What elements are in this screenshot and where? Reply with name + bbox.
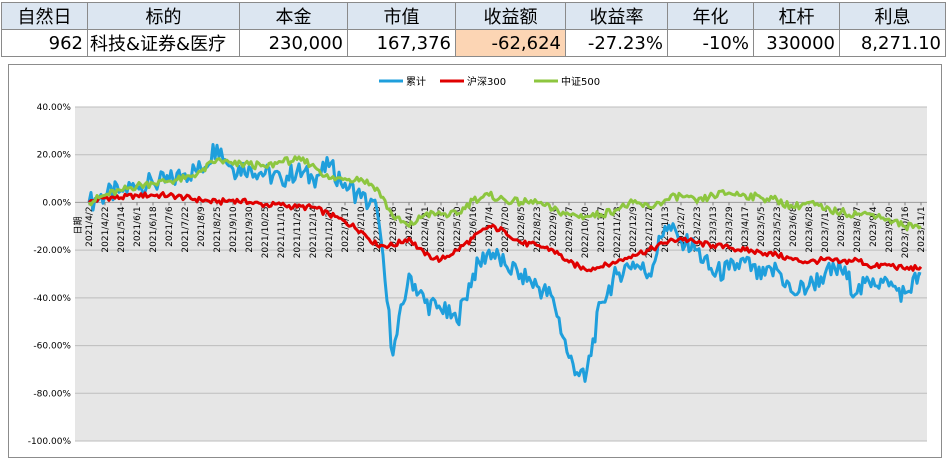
header-annualized: 年化 (667, 2, 754, 30)
x-tick-label: 2022/12/27 (645, 206, 655, 258)
x-tick-label: 2021/8/9 (197, 206, 207, 247)
plot-area (75, 107, 927, 441)
x-tick-label: 2023/8/17 (853, 206, 863, 252)
y-tick-label: -80.00% (33, 389, 71, 399)
value-return-rate: -27.23% (565, 29, 668, 57)
value-market-value: 167,376 (347, 29, 456, 57)
series-lines (87, 143, 923, 383)
header-target: 标的 (87, 2, 240, 30)
y-tick-label: -60.00% (33, 342, 71, 352)
x-tick-label: 2022/12/9 (629, 206, 639, 252)
value-annualized: -10% (667, 29, 754, 57)
x-tick-label: 2023/6/8 (789, 206, 799, 247)
x-tick-label: 2023/2/7 (677, 206, 687, 246)
legend-label: 沪深300 (467, 75, 506, 88)
x-tick-label: 2022/7/20 (501, 206, 511, 252)
x-tick-label: 2023/3/29 (725, 206, 735, 252)
x-tick-label: 2022/6/16 (469, 206, 479, 252)
x-tick-label: 2021/12/14 (309, 206, 319, 258)
x-tick-label: 2023/10/16 (901, 206, 911, 258)
header-profit-amount: 收益额 (455, 2, 566, 30)
x-tick-label: 2022/1/17 (341, 206, 351, 252)
chart-frame: 累计 沪深300 中证500 40.00% 20.00% 0.00% -20.00% -40… (8, 64, 942, 458)
x-tick-label: 2022/11/23 (613, 206, 623, 258)
value-target: 科技&证券&医疗 (87, 29, 240, 57)
x-tick-label: 2022/2/28 (373, 206, 383, 252)
value-profit-amount: -62,624 (455, 29, 566, 57)
x-tick-label: 2023/7/14 (821, 206, 831, 252)
series-line-1 (87, 191, 923, 273)
x-tick-label: 2022/10/20 (581, 206, 591, 258)
x-tick-label: 2023/2/23 (693, 206, 703, 252)
x-tick-label: 2023/8/1 (837, 206, 847, 246)
y-tick-label: 40.00% (37, 103, 72, 113)
x-tick-label: 2022/5/12 (437, 206, 447, 252)
x-tick-label: 2022/8/5 (517, 206, 527, 246)
summary-value-row: 962 科技&证券&医疗 230,000 167,376 -62,624 -27… (1, 29, 946, 57)
x-tick-label: 2022/9/8 (549, 206, 559, 247)
summary-header-row: 自然日 标的 本金 市值 收益额 收益率 年化 杠杆 利息 (1, 2, 946, 30)
x-tick-label: 2023/11/1 (917, 206, 927, 252)
value-interest: 8,271.10 (839, 29, 946, 57)
x-tick-label: 2022/11/7 (597, 206, 607, 252)
value-natural-days: 962 (1, 29, 88, 57)
x-tick-label: 2022/4/21 (421, 206, 431, 252)
legend-label: 累计 (406, 75, 426, 88)
summary-table: 自然日 标的 本金 市值 收益额 收益率 年化 杠杆 利息 962 科技&证券&… (1, 2, 946, 57)
y-tick-label: 20.00% (37, 151, 72, 161)
x-tick-label: 2021/4/2 (85, 206, 95, 246)
header-return-rate: 收益率 (565, 2, 668, 30)
x-tick-label: 2023/9/4 (869, 206, 879, 247)
x-axis-title: 日期 (73, 216, 84, 234)
value-principal: 230,000 (239, 29, 348, 57)
value-leverage: 330000 (753, 29, 840, 57)
x-tick-label: 2021/4/22 (101, 206, 111, 252)
x-tick-label: 2021/5/14 (117, 206, 127, 252)
x-tick-label: 2022/5/30 (453, 206, 463, 252)
series-line-0 (87, 143, 922, 383)
x-tick-label: 2021/10/25 (261, 206, 271, 258)
x-tick-label: 2022/8/23 (533, 206, 543, 252)
x-tick-label: 2021/7/6 (165, 206, 175, 247)
x-tick-label: 2022/3/16 (389, 206, 399, 252)
x-tick-label: 2021/9/10 (229, 206, 239, 252)
header-natural-days: 自然日 (1, 2, 88, 30)
x-tick-label: 2022/2/10 (357, 206, 367, 252)
x-tick-label: 2021/12/30 (325, 206, 335, 258)
y-tick-label: -20.00% (33, 246, 71, 256)
header-principal: 本金 (239, 2, 348, 30)
x-tick-label: 2023/4/17 (741, 206, 751, 252)
x-tick-label: 2021/7/22 (181, 206, 191, 252)
x-tick-label: 2021/11/10 (277, 206, 287, 258)
x-tick-label: 2021/6/1 (133, 206, 143, 246)
header-interest: 利息 (839, 2, 946, 30)
y-axis-ticks: 40.00% 20.00% 0.00% -20.00% -40.00% -60.00% -8… (28, 103, 72, 447)
x-tick-label: 2021/6/18 (149, 206, 159, 252)
y-tick-label: -40.00% (33, 294, 71, 304)
legend-label: 中证500 (561, 75, 600, 88)
x-tick-label: 2023/6/28 (805, 206, 815, 252)
x-tick-label: 2023/9/20 (885, 206, 895, 252)
line-chart: 累计 沪深300 中证500 40.00% 20.00% 0.00% -20.00% -40… (28, 75, 927, 447)
series-line-2 (87, 155, 922, 232)
legend: 累计 沪深300 中证500 (379, 75, 600, 88)
x-tick-label: 2023/3/13 (709, 206, 719, 252)
x-tick-label: 2023/5/5 (757, 206, 767, 246)
x-tick-label: 2021/11/26 (293, 206, 303, 258)
x-tick-label: 2023/5/23 (773, 206, 783, 252)
y-tick-label: -100.00% (28, 437, 72, 447)
x-tick-label: 2021/9/30 (245, 206, 255, 252)
x-tick-label: 2022/9/27 (565, 206, 575, 252)
header-market-value: 市值 (347, 2, 456, 30)
x-tick-label: 2021/8/25 (213, 206, 223, 252)
header-leverage: 杠杆 (753, 2, 840, 30)
y-tick-label: 0.00% (42, 198, 71, 208)
